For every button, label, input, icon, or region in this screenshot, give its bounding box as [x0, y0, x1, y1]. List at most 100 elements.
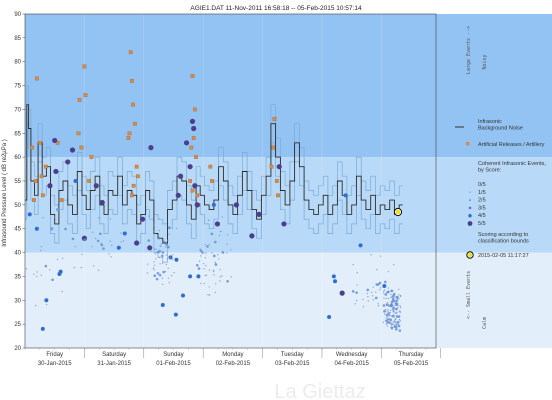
low-score-event-point [383, 313, 386, 315]
low-score-event-point [394, 318, 397, 321]
y-tick-label: 50 [14, 203, 21, 209]
legend-score-label: 5/5 [478, 221, 486, 227]
coherent-event-point [147, 245, 153, 251]
low-score-event-point [384, 319, 388, 322]
y-tick-label: 55 [14, 179, 21, 185]
low-score-event-point [45, 265, 47, 268]
low-score-event-point [195, 263, 199, 267]
low-score-event-point [97, 269, 100, 271]
coherent-event-point [47, 183, 53, 189]
low-score-event-point [395, 299, 398, 302]
coherent-event-point [174, 257, 179, 262]
low-score-event-point [166, 258, 169, 260]
low-score-event-point [155, 277, 159, 281]
low-score-event-point [215, 283, 217, 285]
artificial-release-point [210, 179, 214, 183]
legend-coherent-title: Coherent Infrasonic Events, by Score: [478, 161, 546, 174]
low-score-event-point [387, 312, 391, 315]
low-score-event-point [198, 260, 201, 262]
low-score-event-point [161, 262, 164, 264]
low-score-event-point [158, 218, 160, 220]
low-score-event-point [42, 216, 44, 219]
low-score-event-point [154, 248, 156, 250]
x-day-label: Thursday [399, 352, 424, 358]
coherent-event-point [249, 233, 255, 239]
low-score-event-point [399, 306, 402, 309]
artificial-release-point [269, 164, 274, 169]
low-score-event-point [71, 237, 75, 241]
low-score-event-point [393, 314, 395, 316]
low-score-event-point [40, 245, 43, 248]
low-score-event-point [393, 324, 396, 326]
low-score-event-point [204, 244, 206, 246]
low-score-event-point [386, 325, 389, 327]
low-score-event-point [366, 292, 369, 295]
artificial-release-point [43, 164, 48, 169]
y-tick-label: 70 [14, 107, 21, 113]
low-score-event-point [62, 257, 64, 260]
low-score-event-point [110, 256, 112, 258]
low-score-event-point [226, 279, 229, 283]
artificial-release-point [77, 98, 82, 102]
artificial-release-point [33, 179, 38, 183]
artificial-release-point [274, 179, 279, 183]
artificial-release-point [130, 193, 134, 198]
y-axis: 20 25 30 35 40 45 50 55 60 65 70 75 80 85 90 [14, 12, 25, 352]
legend-score-label: 1/5 [478, 190, 486, 196]
low-score-event-point [390, 322, 393, 324]
y-tick-label: 30 [14, 298, 21, 304]
low-score-event-point [367, 300, 370, 302]
low-score-event-point [218, 234, 221, 237]
low-score-event-point [213, 254, 216, 256]
y-tick-label: 85 [14, 36, 21, 42]
low-score-event-point [389, 304, 392, 308]
coherent-event-point [148, 145, 154, 151]
low-score-event-point [213, 269, 215, 272]
low-score-event-point [389, 311, 391, 314]
low-score-event-point [160, 251, 162, 253]
low-score-event-point [208, 269, 211, 271]
low-score-event-point [197, 267, 201, 270]
low-score-event-point [370, 254, 372, 256]
band-2 [25, 252, 552, 348]
artificial-release-point [59, 198, 64, 202]
low-score-event-point [395, 327, 398, 331]
low-score-event-point [356, 271, 358, 274]
coherent-event-point [382, 283, 387, 288]
artificial-release-point [30, 145, 34, 150]
y-tick-label: 20 [14, 346, 21, 352]
low-score-event-point [175, 227, 178, 229]
low-score-event-point [208, 286, 210, 288]
band-label-secondary: Calm [482, 317, 488, 329]
low-score-event-point [390, 289, 394, 293]
low-score-event-point [372, 298, 375, 301]
low-score-event-point [36, 271, 38, 273]
coherent-event-point [281, 221, 287, 227]
legend: Infrasonic Background Noise Artificial Rel… [455, 119, 546, 259]
low-score-event-point [200, 255, 202, 257]
low-score-event-point [147, 239, 151, 242]
low-score-event-point [219, 280, 221, 282]
low-score-event-point [221, 216, 224, 218]
low-score-event-point [385, 323, 388, 326]
artificial-release-point [32, 198, 36, 202]
coherent-event-point [99, 199, 105, 206]
artificial-release-point [87, 179, 91, 183]
coherent-event-point [40, 326, 45, 331]
coherent-event-point [160, 303, 165, 308]
low-score-event-point [204, 256, 206, 259]
legend-score-label: 4/5 [478, 213, 486, 219]
low-score-event-point [399, 305, 401, 307]
artificial-release-point [37, 140, 42, 145]
low-score-event-point [167, 277, 170, 279]
low-score-event-point [390, 296, 393, 298]
legend-score-label: 3/5 [478, 205, 486, 211]
x-date-label: 05-Feb-2015 [394, 361, 429, 367]
low-score-event-point [25, 268, 28, 270]
low-score-event-point [153, 224, 155, 227]
low-score-event-point [210, 232, 214, 236]
artificial-release-point [35, 76, 39, 81]
low-score-event-point [161, 283, 164, 286]
low-score-event-point [352, 263, 354, 266]
low-score-event-point [84, 238, 87, 240]
